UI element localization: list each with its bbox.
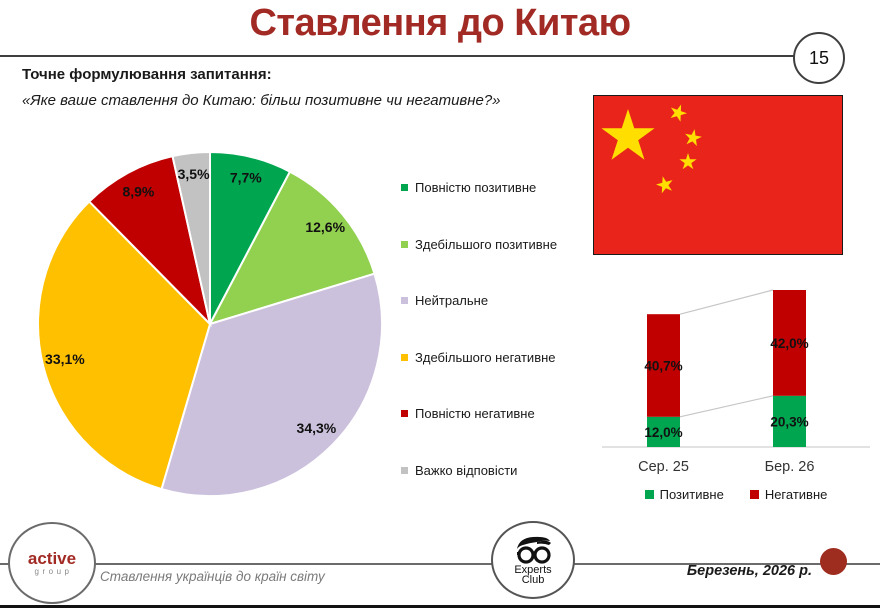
connector-line xyxy=(679,289,774,315)
bar-segment-negative xyxy=(773,290,806,396)
bar-value-label: 42,0% xyxy=(770,336,808,351)
legend-marker-icon xyxy=(401,297,408,305)
footer-divider xyxy=(0,563,880,565)
footer-series-title: Ставлення українців до країн світу xyxy=(100,569,325,584)
legend-item-label: Важко відповісти xyxy=(415,462,518,478)
experts-club-text1: Experts xyxy=(514,563,552,576)
active-group-subtext: group xyxy=(34,567,73,576)
flag-star-icon xyxy=(601,109,655,160)
china-flag-icon xyxy=(593,95,843,260)
bar-segment-positive xyxy=(773,395,806,447)
trend-bar-chart: 40,7% 12,0% Сер. 25 42,0% 20,3% Бер. 26 xyxy=(602,289,870,475)
active-group-wordmark: active xyxy=(27,549,77,568)
header-divider xyxy=(0,55,794,57)
legend-marker-icon xyxy=(401,466,408,474)
legend-item-label: Повністю негативне xyxy=(415,406,535,422)
pie-slice xyxy=(171,150,211,325)
legend-marker-icon xyxy=(644,490,654,499)
accent-dot-icon xyxy=(820,548,847,575)
legend-marker-icon xyxy=(401,410,408,418)
pie-slice xyxy=(87,154,212,328)
question-text: «Яке ваше ставлення до Китаю: більш пози… xyxy=(22,92,501,109)
page-number: 15 xyxy=(808,47,830,68)
glasses-face-icon xyxy=(517,536,551,564)
pie-legend-item: Здебільшого негативне xyxy=(401,350,557,365)
legend-marker-icon xyxy=(749,490,759,499)
legend-item-label: Нейтральне xyxy=(415,293,489,309)
connector-line xyxy=(679,395,774,418)
page-number-badge: 15 xyxy=(793,32,845,84)
experts-club-logo: Experts Club xyxy=(491,521,575,599)
pie-slice xyxy=(160,272,383,497)
bottom-border xyxy=(0,605,880,608)
pie-legend-item: Повністю позитивне xyxy=(401,180,557,195)
legend-item-label: Негативне xyxy=(764,487,828,502)
pie-legend-item: Повністю негативне xyxy=(401,406,557,421)
question-label: Точне формулювання запитання: xyxy=(22,66,272,83)
bar-legend-item: Негативне xyxy=(749,487,828,502)
bar-segment-positive xyxy=(647,416,680,447)
legend-item-label: Повністю позитивне xyxy=(415,180,537,195)
legend-marker-icon xyxy=(401,353,408,361)
bar-segment-negative xyxy=(647,314,680,417)
pie-value-label: 12,6% xyxy=(305,219,345,235)
flag-star-icon xyxy=(670,104,687,122)
flag-star-icon xyxy=(679,153,697,170)
legend-item-label: Позитивне xyxy=(659,487,724,502)
legend-marker-icon xyxy=(401,240,408,248)
pie-legend-item: Важко відповісти xyxy=(401,463,557,478)
active-group-logo: active group xyxy=(8,522,96,604)
footer-date: Березень, 2026 р. xyxy=(686,563,812,579)
pie-value-label: 33,1% xyxy=(45,351,85,367)
pie-value-label: 8,9% xyxy=(122,183,154,199)
bar-value-label: 40,7% xyxy=(644,359,682,374)
pie-value-label: 7,7% xyxy=(230,169,262,185)
pie-slice xyxy=(37,200,212,491)
bar-value-label: 20,3% xyxy=(770,414,808,429)
category-label: Бер. 26 xyxy=(765,459,815,475)
pie-value-label: 34,3% xyxy=(297,420,337,436)
legend-item-label: Здебільшого негативне xyxy=(415,349,556,365)
legend-item-label: Здебільшого позитивне xyxy=(415,236,558,252)
pie-value-label: 3,5% xyxy=(178,166,210,182)
legend-marker-icon xyxy=(401,184,408,191)
category-label: Сер. 25 xyxy=(638,459,689,475)
experts-club-text2: Club xyxy=(521,574,545,586)
bar-legend-item: Позитивне xyxy=(644,487,724,502)
pie-legend: Повністю позитивне Здебільшого позитивне Н… xyxy=(401,180,557,478)
attitude-pie-chart: 7,7% 12,6% 34,3% 33,1% 8,9% 3,5% xyxy=(37,150,383,497)
flag-star-icon xyxy=(656,176,673,194)
flag-star-icon xyxy=(685,129,702,147)
pie-legend-item: Здебільшого позитивне xyxy=(401,237,557,252)
bar-value-label: 12,0% xyxy=(644,425,682,440)
page-title: Ставлення до Китаю xyxy=(249,2,631,44)
pie-legend-item: Нейтральне xyxy=(401,293,557,308)
bar-legend: Позитивне Негативне xyxy=(600,487,872,502)
